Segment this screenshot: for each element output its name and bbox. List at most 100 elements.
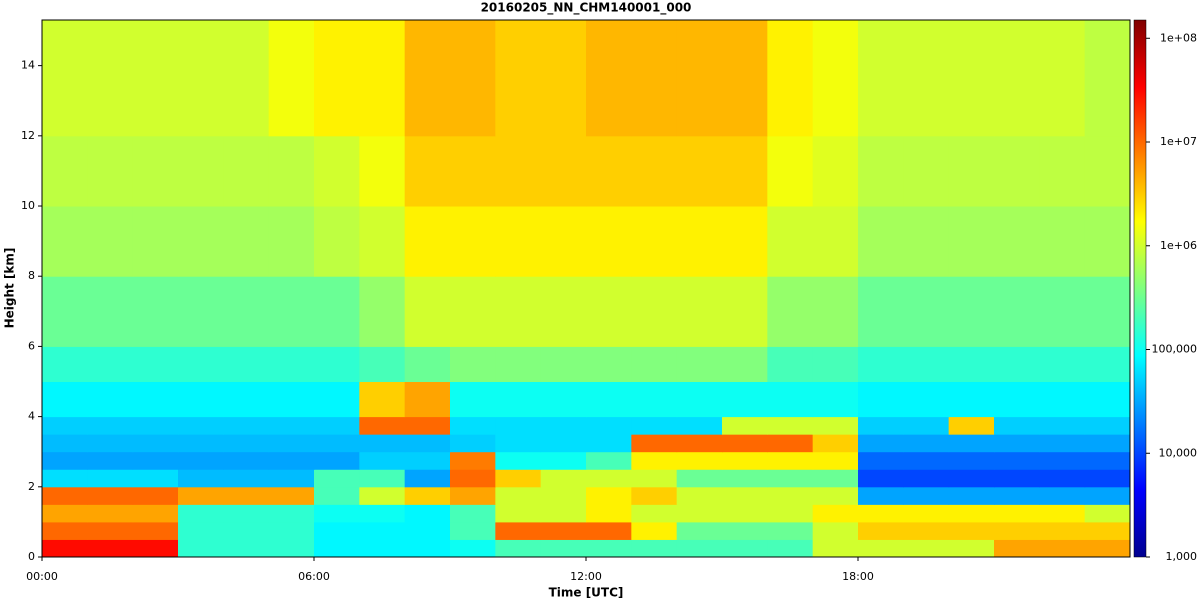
heatmap-cell [767, 416, 814, 435]
heatmap-cell [450, 521, 496, 540]
heatmap-cell [450, 451, 496, 470]
heatmap-cell [178, 451, 224, 470]
heatmap-cell [676, 521, 723, 540]
heatmap-cell [314, 469, 360, 488]
heatmap-cell [903, 346, 950, 383]
heatmap-cell [1039, 206, 1086, 277]
heatmap-cell [676, 486, 723, 505]
heatmap-cell [631, 276, 678, 347]
heatmap-cell [132, 486, 179, 505]
heatmap-cell [42, 451, 88, 470]
heatmap-cell [359, 434, 406, 453]
heatmap-cell [994, 381, 1040, 418]
heatmap-cell [858, 504, 904, 523]
heatmap-cell [42, 135, 88, 207]
heatmap-cell [631, 521, 678, 540]
heatmap-cell [858, 135, 904, 207]
heatmap-cell [404, 451, 451, 470]
heatmap-cell [540, 504, 587, 523]
heatmap-cell [42, 346, 88, 383]
heatmap-cell [767, 135, 814, 207]
heatmap-cell [87, 486, 134, 505]
heatmap-cell [87, 451, 134, 470]
heatmap-cell [631, 416, 678, 435]
heatmap-cell [948, 206, 995, 277]
heatmap-cell [1084, 135, 1131, 207]
colorbar-tick-label: 10,000 [1159, 446, 1198, 459]
heatmap-cell [722, 469, 768, 488]
heatmap-cell [268, 381, 315, 418]
heatmap-cell [812, 469, 859, 488]
heatmap-cell [903, 539, 950, 558]
heatmap-cell [903, 451, 950, 470]
heatmap-cell [767, 469, 814, 488]
heatmap-cell [948, 381, 995, 418]
heatmap-cell [359, 486, 406, 505]
y-tick-label: 2 [28, 480, 35, 493]
heatmap-cell [42, 539, 88, 558]
heatmap-cell [767, 346, 814, 383]
x-tick-label: 12:00 [570, 570, 602, 583]
heatmap-cell [948, 521, 995, 540]
heatmap-cell [994, 346, 1040, 383]
heatmap-cell [268, 206, 315, 277]
heatmap-cell [903, 486, 950, 505]
heatmap-cell [1039, 469, 1086, 488]
heatmap-cell [586, 469, 632, 488]
heatmap-cell [858, 469, 904, 488]
heatmap-cell [540, 20, 587, 137]
heatmap-cell [450, 276, 496, 347]
heatmap-cell [948, 539, 995, 558]
heatmap-cell [268, 346, 315, 383]
heatmap-cell [268, 539, 315, 558]
heatmap-cell [586, 276, 632, 347]
heatmap-cell [87, 504, 134, 523]
chart-title: 20160205_NN_CHM140001_000 [481, 1, 692, 16]
heatmap-cell [540, 539, 587, 558]
heatmap-cell [495, 434, 542, 453]
heatmap-cell [314, 206, 360, 277]
heatmap-cell [631, 504, 678, 523]
heatmap-cell [87, 469, 134, 488]
heatmap-cell [767, 276, 814, 347]
heatmap-cell [540, 469, 587, 488]
heatmap-cell [132, 276, 179, 347]
heatmap-cell [722, 20, 768, 137]
heatmap-cell [994, 416, 1040, 435]
heatmap-cell [314, 486, 360, 505]
heatmap-cell [314, 20, 360, 137]
heatmap-cell [132, 539, 179, 558]
heatmap-cell [948, 416, 995, 435]
heatmap-cell [314, 451, 360, 470]
y-tick-label: 10 [21, 199, 35, 212]
heatmap-cell [722, 381, 768, 418]
heatmap-cell [586, 381, 632, 418]
heatmap-cell [178, 346, 224, 383]
heatmap-cell [87, 381, 134, 418]
heatmap-cell [223, 135, 270, 207]
heatmap [42, 20, 1131, 558]
heatmap-cell [132, 206, 179, 277]
heatmap-cell [42, 434, 88, 453]
heatmap-cell [87, 135, 134, 207]
heatmap-cell [42, 469, 88, 488]
heatmap-cell [812, 504, 859, 523]
heatmap-cell [1039, 416, 1086, 435]
heatmap-cell [1039, 504, 1086, 523]
heatmap-cell [903, 416, 950, 435]
heatmap-cell [631, 135, 678, 207]
heatmap-cell [994, 469, 1040, 488]
heatmap-cell [631, 206, 678, 277]
heatmap-cell [495, 469, 542, 488]
heatmap-cell [314, 539, 360, 558]
heatmap-cell [812, 135, 859, 207]
heatmap-cell [450, 206, 496, 277]
heatmap-cell [268, 416, 315, 435]
heatmap-cell [1084, 416, 1131, 435]
heatmap-cell [676, 469, 723, 488]
heatmap-cell [903, 206, 950, 277]
heatmap-cell [631, 434, 678, 453]
heatmap-cell [359, 521, 406, 540]
heatmap-cell [676, 381, 723, 418]
heatmap-cell [359, 416, 406, 435]
